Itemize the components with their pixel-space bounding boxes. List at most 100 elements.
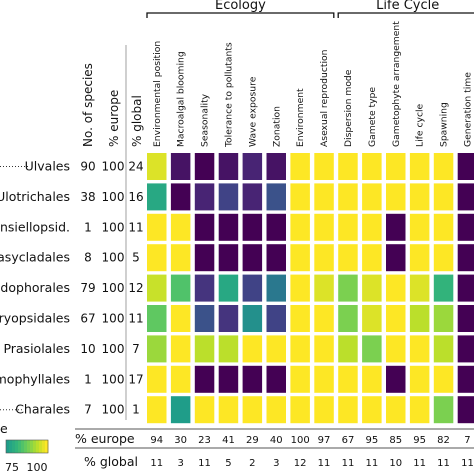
- heatmap-cell: [266, 396, 286, 424]
- heatmap-cell: [314, 244, 334, 272]
- europe-coverage-value: 94: [150, 435, 163, 446]
- heatmap-cell: [147, 274, 167, 302]
- stat-header-global: % global: [130, 95, 144, 147]
- heatmap-cell: [314, 365, 334, 393]
- legend-swatch: [12, 440, 16, 453]
- europe-coverage-value: 23: [198, 435, 211, 446]
- europe-coverage-value: 30: [174, 435, 187, 446]
- global-percent: 7: [132, 342, 140, 356]
- heatmap-cell: [194, 396, 215, 424]
- global-coverage-value: 10: [389, 458, 402, 469]
- heatmap-cell: [386, 153, 406, 180]
- group-bracket: [146, 12, 335, 18]
- species-count: 1: [84, 372, 92, 386]
- heatmap-cell: [194, 274, 215, 302]
- order-label: Prasiolales: [3, 341, 70, 356]
- europe-coverage-value: 82: [437, 435, 450, 446]
- europe-percent: 100: [102, 312, 125, 326]
- legend-tick: 100: [27, 461, 48, 474]
- heatmap-cell: [194, 183, 215, 211]
- group-bracket: [337, 12, 474, 18]
- europe-percent: 100: [102, 372, 125, 386]
- heatmap-cell: [362, 274, 382, 302]
- europe-coverage-value: 29: [246, 435, 259, 446]
- heatmap-cell: [338, 335, 358, 363]
- heatmap-cell: [362, 244, 382, 272]
- species-count: 10: [80, 342, 95, 356]
- heatmap-cell: [338, 183, 358, 211]
- legend-swatch: [27, 440, 31, 453]
- heatmap-cell: [266, 335, 286, 363]
- europe-coverage-value: 67: [342, 435, 355, 446]
- heatmap-cell: [362, 213, 382, 241]
- heatmap-cell: [266, 274, 286, 302]
- heatmap-cell: [170, 305, 191, 332]
- heatmap-cell: [409, 213, 430, 241]
- global-percent: 5: [132, 251, 140, 265]
- heatmap-cell: [409, 274, 430, 302]
- global-coverage-value: 11: [437, 458, 450, 469]
- heatmap-cell: [338, 396, 358, 424]
- heatmap-cell: [386, 183, 406, 211]
- heatmap-cell: [409, 183, 430, 211]
- heatmap-cell: [409, 305, 430, 332]
- order-label: Charales: [15, 402, 70, 417]
- heatmap-cell: [386, 274, 406, 302]
- heatmap-cell: [433, 274, 454, 302]
- heatmap-cell: [386, 213, 406, 241]
- heatmap-cell: [457, 153, 474, 180]
- heatmap-cell: [218, 183, 239, 211]
- heatmap-cell: [147, 305, 167, 332]
- europe-percent: 100: [102, 342, 125, 356]
- heatmap-cell: [290, 335, 310, 363]
- global-coverage-value: 12: [294, 458, 307, 469]
- legend-swatch: [9, 440, 13, 453]
- heatmap-cell: [290, 274, 310, 302]
- global-percent: 11: [128, 220, 143, 234]
- heatmap-cell: [290, 365, 310, 393]
- order-label: lmophyllales: [0, 371, 70, 386]
- global-row-label: % global: [84, 454, 138, 469]
- heatmap-cell: [170, 153, 191, 180]
- order-label: Ulotrichales: [0, 189, 70, 204]
- global-coverage-value: 11: [413, 458, 426, 469]
- heatmap-cell: [170, 396, 191, 424]
- europe-coverage-value: 95: [413, 435, 426, 446]
- europe-coverage-value: 41: [222, 435, 235, 446]
- heatmap-cell: [242, 335, 263, 363]
- heatmap-cell: [409, 244, 430, 272]
- heatmap-cell: [409, 365, 430, 393]
- heatmap-cell: [457, 213, 474, 241]
- heatmap-cell: [386, 244, 406, 272]
- heatmap-cell: [194, 335, 215, 363]
- heatmap-cell: [457, 274, 474, 302]
- heatmap-cell: [218, 213, 239, 241]
- global-percent: 1: [132, 403, 140, 417]
- order-rows: Ulvales9010024Ulotrichales3810016annsiel…: [0, 159, 144, 417]
- heatmap-cell: [147, 335, 167, 363]
- global-percent: 16: [128, 190, 143, 204]
- stat-header-europe: % europe: [107, 90, 121, 147]
- heatmap-cell: [362, 305, 382, 332]
- heatmap-cell: [457, 244, 474, 272]
- order-label: Dasycladales: [0, 250, 70, 265]
- column-label: Dispersion mode: [343, 69, 354, 147]
- species-count: 7: [84, 403, 92, 417]
- heatmap-cell: [314, 274, 334, 302]
- heatmap-cell: [457, 305, 474, 332]
- legend-swatch: [30, 440, 34, 453]
- heatmap-cell: [194, 153, 215, 180]
- species-count: 79: [80, 281, 95, 295]
- global-coverage-value: 11: [198, 458, 211, 469]
- legend-swatch: [39, 440, 43, 453]
- stat-header-species: No. of species: [81, 63, 95, 147]
- heatmap-cell: [433, 335, 454, 363]
- heatmap-cell: [242, 305, 263, 332]
- global-percent: 24: [128, 160, 143, 174]
- heatmap-cell: [170, 183, 191, 211]
- heatmap-cell: [194, 213, 215, 241]
- heatmap-cell: [147, 213, 167, 241]
- heatmap-cell: [386, 305, 406, 332]
- heatmap-cells: [147, 153, 474, 424]
- heatmap-cell: [266, 365, 286, 393]
